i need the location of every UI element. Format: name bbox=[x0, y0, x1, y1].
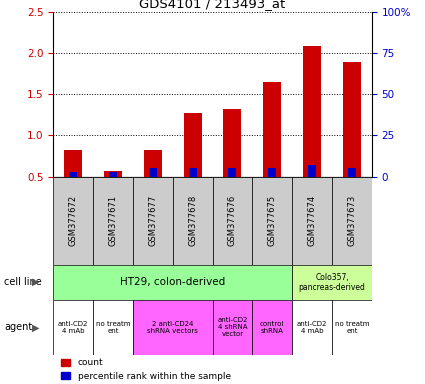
Text: Colo357,
pancreas-derived: Colo357, pancreas-derived bbox=[299, 273, 366, 292]
Text: anti-CD2
4 mAb: anti-CD2 4 mAb bbox=[297, 321, 327, 334]
Text: GSM377672: GSM377672 bbox=[68, 195, 77, 247]
Bar bbox=[264, 82, 281, 218]
Bar bbox=[53, 300, 93, 355]
Bar bbox=[64, 150, 82, 218]
Bar bbox=[189, 168, 197, 218]
Bar bbox=[292, 177, 332, 265]
Bar bbox=[69, 172, 77, 218]
Text: anti-CD2
4 mAb: anti-CD2 4 mAb bbox=[58, 321, 88, 334]
Bar bbox=[93, 177, 133, 265]
Bar bbox=[228, 168, 236, 218]
Text: GSM377671: GSM377671 bbox=[108, 195, 117, 247]
Bar bbox=[292, 265, 372, 300]
Text: agent: agent bbox=[4, 322, 32, 333]
Bar bbox=[252, 177, 292, 265]
Text: 2 anti-CD24
shRNA vectors: 2 anti-CD24 shRNA vectors bbox=[147, 321, 198, 334]
Text: anti-CD2
4 shRNA
vector: anti-CD2 4 shRNA vector bbox=[217, 317, 248, 338]
Bar bbox=[184, 113, 201, 218]
Bar bbox=[144, 150, 162, 218]
Bar bbox=[53, 265, 292, 300]
Bar bbox=[133, 300, 212, 355]
Bar bbox=[212, 300, 252, 355]
Legend: count, percentile rank within the sample: count, percentile rank within the sample bbox=[58, 355, 234, 384]
Bar bbox=[292, 300, 332, 355]
Bar bbox=[133, 177, 173, 265]
Bar bbox=[332, 300, 372, 355]
Text: no treatm
ent: no treatm ent bbox=[335, 321, 369, 334]
Bar bbox=[149, 168, 157, 218]
Text: no treatm
ent: no treatm ent bbox=[96, 321, 130, 334]
Text: ▶: ▶ bbox=[32, 277, 40, 287]
Text: control
shRNA: control shRNA bbox=[260, 321, 284, 334]
Bar bbox=[53, 177, 93, 265]
Bar bbox=[224, 109, 241, 218]
Text: GSM377676: GSM377676 bbox=[228, 195, 237, 247]
Text: GSM377678: GSM377678 bbox=[188, 195, 197, 247]
Bar bbox=[173, 177, 212, 265]
Text: ▶: ▶ bbox=[32, 322, 40, 333]
Text: GSM377674: GSM377674 bbox=[308, 195, 317, 247]
Text: HT29, colon-derived: HT29, colon-derived bbox=[120, 277, 225, 287]
Title: GDS4101 / 213493_at: GDS4101 / 213493_at bbox=[139, 0, 286, 10]
Bar bbox=[343, 62, 361, 218]
Bar bbox=[348, 168, 356, 218]
Bar bbox=[109, 172, 117, 218]
Text: GSM377675: GSM377675 bbox=[268, 195, 277, 247]
Bar bbox=[268, 168, 276, 218]
Text: GSM377673: GSM377673 bbox=[348, 195, 357, 247]
Bar bbox=[303, 46, 321, 218]
Bar bbox=[93, 300, 133, 355]
Text: cell line: cell line bbox=[4, 277, 42, 287]
Bar bbox=[104, 171, 122, 218]
Bar bbox=[308, 165, 316, 218]
Bar bbox=[212, 177, 252, 265]
Bar bbox=[332, 177, 372, 265]
Bar bbox=[252, 300, 292, 355]
Text: GSM377677: GSM377677 bbox=[148, 195, 157, 247]
